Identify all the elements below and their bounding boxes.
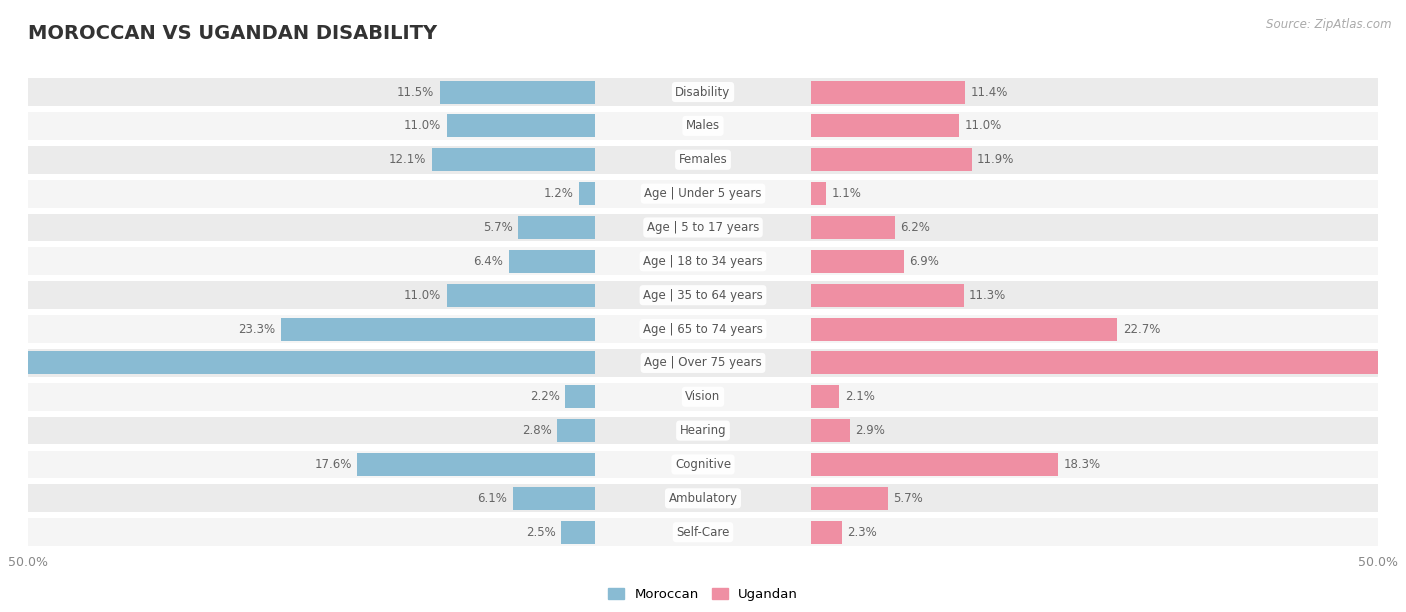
- Bar: [432, 148, 595, 171]
- Bar: [811, 453, 1057, 476]
- Bar: [28, 485, 1378, 512]
- Bar: [811, 284, 963, 307]
- Text: Self-Care: Self-Care: [676, 526, 730, 539]
- Bar: [28, 450, 1378, 479]
- Bar: [811, 114, 959, 138]
- Bar: [579, 182, 595, 205]
- Bar: [447, 114, 595, 138]
- Bar: [28, 247, 1378, 275]
- Text: MOROCCAN VS UGANDAN DISABILITY: MOROCCAN VS UGANDAN DISABILITY: [28, 24, 437, 43]
- Bar: [811, 250, 904, 273]
- Text: Age | 5 to 17 years: Age | 5 to 17 years: [647, 221, 759, 234]
- Bar: [28, 417, 1378, 444]
- Bar: [811, 182, 825, 205]
- Bar: [440, 81, 595, 103]
- Text: 1.2%: 1.2%: [544, 187, 574, 200]
- Text: 5.7%: 5.7%: [482, 221, 513, 234]
- Bar: [557, 419, 595, 442]
- Bar: [811, 216, 894, 239]
- Bar: [281, 318, 595, 340]
- Text: 18.3%: 18.3%: [1063, 458, 1101, 471]
- Bar: [565, 385, 595, 408]
- Text: Ambulatory: Ambulatory: [668, 492, 738, 505]
- Bar: [561, 521, 595, 543]
- Bar: [811, 419, 851, 442]
- Bar: [517, 216, 595, 239]
- Text: 1.1%: 1.1%: [831, 187, 860, 200]
- Text: 17.6%: 17.6%: [315, 458, 352, 471]
- Text: 2.8%: 2.8%: [522, 424, 551, 437]
- Text: Age | Under 5 years: Age | Under 5 years: [644, 187, 762, 200]
- Text: Hearing: Hearing: [679, 424, 727, 437]
- Bar: [447, 284, 595, 307]
- Text: Age | Over 75 years: Age | Over 75 years: [644, 356, 762, 370]
- Text: 2.2%: 2.2%: [530, 390, 560, 403]
- Text: 6.4%: 6.4%: [474, 255, 503, 268]
- Text: 11.0%: 11.0%: [965, 119, 1002, 132]
- Text: Disability: Disability: [675, 86, 731, 99]
- Text: Females: Females: [679, 153, 727, 166]
- Bar: [28, 383, 1378, 411]
- Bar: [28, 282, 1378, 309]
- Text: 12.1%: 12.1%: [389, 153, 426, 166]
- Bar: [28, 518, 1378, 546]
- Bar: [811, 521, 842, 543]
- Text: 11.9%: 11.9%: [977, 153, 1014, 166]
- Text: 11.3%: 11.3%: [969, 289, 1007, 302]
- Text: 11.0%: 11.0%: [404, 289, 441, 302]
- Text: 6.9%: 6.9%: [910, 255, 939, 268]
- Text: Age | 65 to 74 years: Age | 65 to 74 years: [643, 323, 763, 335]
- Bar: [28, 112, 1378, 140]
- Bar: [28, 146, 1378, 174]
- Text: Males: Males: [686, 119, 720, 132]
- Bar: [811, 385, 839, 408]
- Bar: [811, 318, 1118, 340]
- Bar: [28, 214, 1378, 241]
- Bar: [28, 315, 1378, 343]
- Text: 2.5%: 2.5%: [526, 526, 555, 539]
- Text: Age | 18 to 34 years: Age | 18 to 34 years: [643, 255, 763, 268]
- Bar: [811, 148, 972, 171]
- Text: Vision: Vision: [685, 390, 721, 403]
- Text: 2.1%: 2.1%: [845, 390, 875, 403]
- Bar: [0, 351, 595, 375]
- Text: 5.7%: 5.7%: [893, 492, 924, 505]
- Text: Source: ZipAtlas.com: Source: ZipAtlas.com: [1267, 18, 1392, 31]
- Text: 2.9%: 2.9%: [855, 424, 886, 437]
- Text: 11.0%: 11.0%: [404, 119, 441, 132]
- Text: 6.2%: 6.2%: [900, 221, 929, 234]
- Text: Cognitive: Cognitive: [675, 458, 731, 471]
- Text: 22.7%: 22.7%: [1123, 323, 1160, 335]
- Bar: [28, 78, 1378, 106]
- Bar: [28, 349, 1378, 377]
- Bar: [28, 180, 1378, 207]
- Bar: [513, 487, 595, 510]
- Bar: [357, 453, 595, 476]
- Text: 2.3%: 2.3%: [848, 526, 877, 539]
- Text: 11.4%: 11.4%: [970, 86, 1008, 99]
- Text: 23.3%: 23.3%: [238, 323, 276, 335]
- Text: 11.5%: 11.5%: [396, 86, 434, 99]
- Legend: Moroccan, Ugandan: Moroccan, Ugandan: [603, 583, 803, 606]
- Bar: [811, 81, 965, 103]
- Bar: [811, 351, 1406, 375]
- Text: Age | 35 to 64 years: Age | 35 to 64 years: [643, 289, 763, 302]
- Text: 6.1%: 6.1%: [478, 492, 508, 505]
- Bar: [811, 487, 889, 510]
- Bar: [509, 250, 595, 273]
